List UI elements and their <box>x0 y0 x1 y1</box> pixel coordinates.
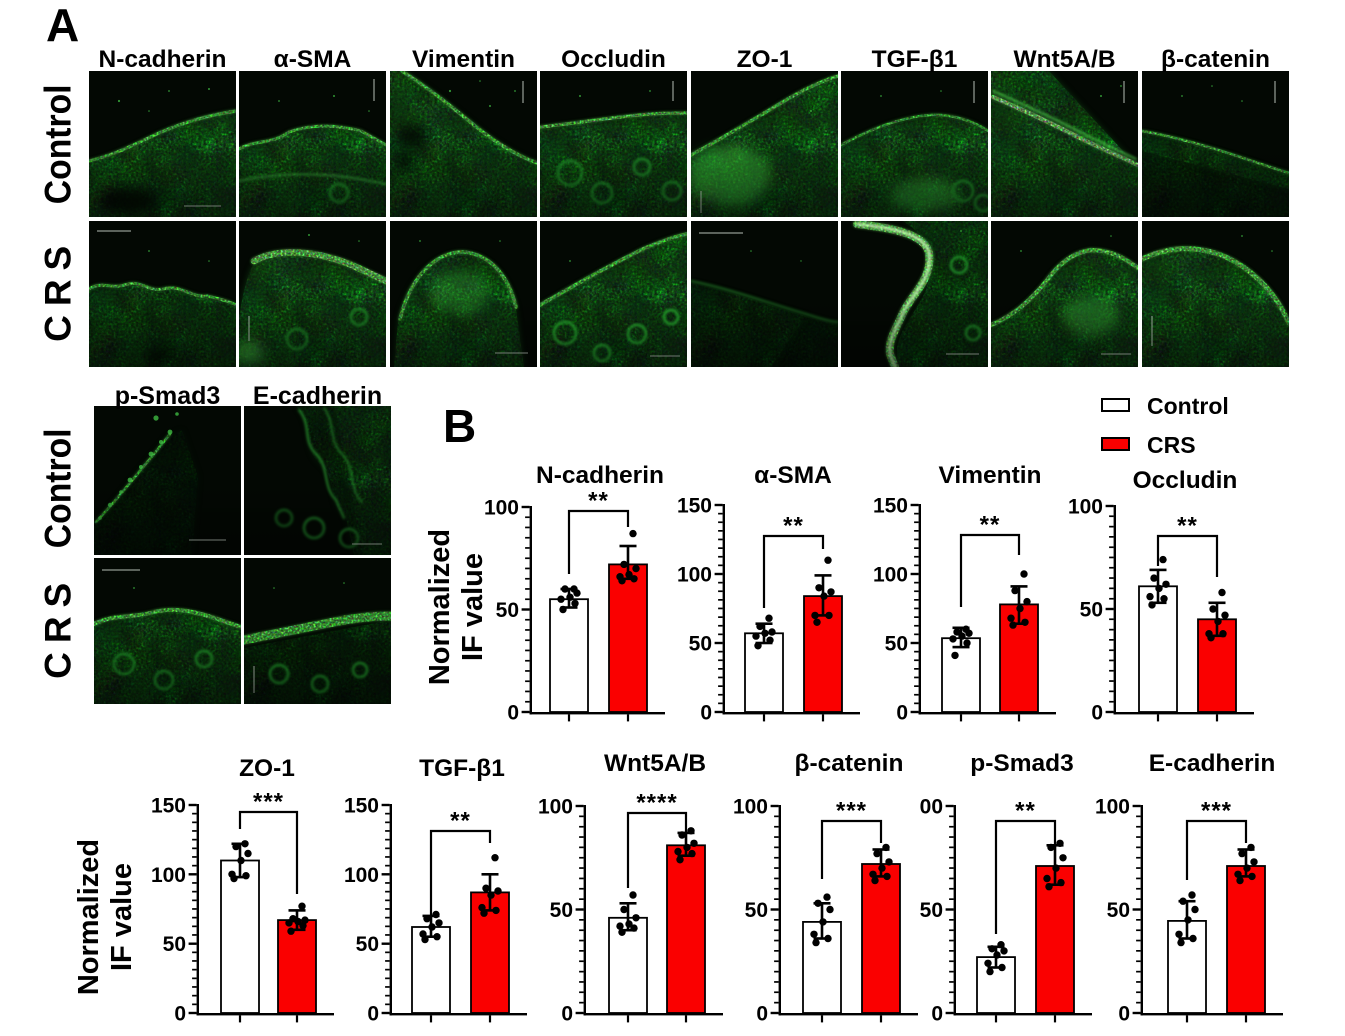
svg-text:50: 50 <box>1080 599 1103 622</box>
svg-text:100: 100 <box>484 497 519 520</box>
svg-text:0: 0 <box>174 1003 186 1026</box>
svg-text:100: 100 <box>151 864 186 887</box>
svg-text:****: **** <box>636 790 677 817</box>
svg-text:TGF-β1: TGF-β1 <box>419 755 505 782</box>
svg-text:N-cadherin: N-cadherin <box>536 462 664 489</box>
svg-text:**: ** <box>980 512 1001 539</box>
svg-text:100: 100 <box>873 564 908 587</box>
svg-text:100: 100 <box>733 796 768 819</box>
svg-text:Wnt5A/B: Wnt5A/B <box>604 750 706 777</box>
svg-text:150: 150 <box>344 795 379 818</box>
svg-text:0: 0 <box>367 1003 379 1026</box>
svg-text:0: 0 <box>1091 702 1103 725</box>
svg-text:Occludin: Occludin <box>1133 467 1238 494</box>
svg-text:50: 50 <box>745 899 768 922</box>
svg-text:50: 50 <box>163 933 186 956</box>
svg-text:150: 150 <box>873 495 908 518</box>
svg-text:***: *** <box>836 798 867 825</box>
svg-text:0: 0 <box>561 1003 573 1026</box>
svg-text:Vimentin: Vimentin <box>938 462 1041 489</box>
svg-text:100: 100 <box>1095 796 1130 819</box>
svg-text:α-SMA: α-SMA <box>754 462 832 489</box>
svg-text:100: 100 <box>344 864 379 887</box>
svg-text:50: 50 <box>356 933 379 956</box>
svg-text:100: 100 <box>677 564 712 587</box>
svg-text:150: 150 <box>677 495 712 518</box>
svg-text:50: 50 <box>1107 899 1130 922</box>
svg-text:β-catenin: β-catenin <box>795 750 904 777</box>
svg-text:50: 50 <box>689 633 712 656</box>
svg-text:100: 100 <box>1068 496 1103 519</box>
svg-text:**: ** <box>588 488 609 515</box>
svg-text:0: 0 <box>931 1003 943 1026</box>
svg-text:0: 0 <box>507 702 519 725</box>
svg-text:00: 00 <box>920 796 943 819</box>
svg-text:50: 50 <box>920 899 943 922</box>
svg-text:**: ** <box>783 513 804 540</box>
svg-text:50: 50 <box>550 899 573 922</box>
svg-text:ZO-1: ZO-1 <box>239 755 295 782</box>
svg-text:0: 0 <box>700 702 712 725</box>
svg-text:0: 0 <box>756 1003 768 1026</box>
svg-text:**: ** <box>1177 513 1198 540</box>
svg-text:**: ** <box>1015 798 1036 825</box>
svg-text:100: 100 <box>538 796 573 819</box>
svg-text:50: 50 <box>885 633 908 656</box>
svg-text:***: *** <box>1201 798 1232 825</box>
svg-text:0: 0 <box>896 702 908 725</box>
svg-text:***: *** <box>253 789 284 816</box>
svg-text:0: 0 <box>1118 1003 1130 1026</box>
svg-text:E-cadherin: E-cadherin <box>1149 750 1276 777</box>
svg-text:50: 50 <box>496 599 519 622</box>
svg-text:150: 150 <box>151 795 186 818</box>
svg-text:**: ** <box>450 808 471 835</box>
svg-text:p-Smad3: p-Smad3 <box>970 750 1073 777</box>
